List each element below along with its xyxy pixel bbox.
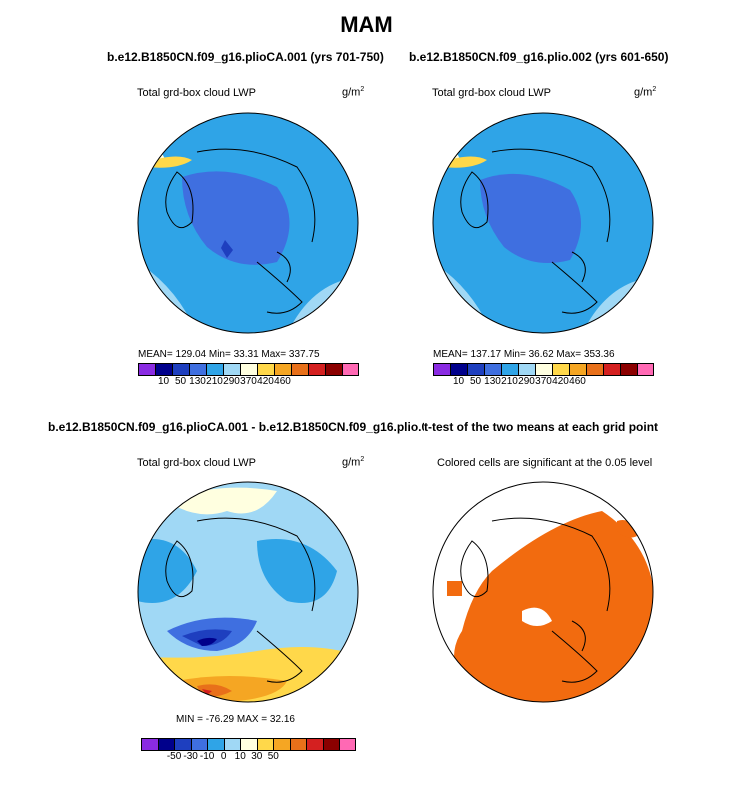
colorbar-tick-label: 370 <box>240 376 257 387</box>
panel-1-stats: MEAN= 129.04 Min= 33.31 Max= 337.75 <box>138 349 320 360</box>
colorbar-swatch <box>620 363 637 376</box>
colorbar-swatch <box>289 738 307 751</box>
panel-3-units: g/m2 <box>342 456 365 469</box>
colorbar-tick-label: 50 <box>267 751 279 762</box>
colorbar-swatch <box>467 363 484 376</box>
colorbar-swatch <box>172 363 189 376</box>
panel-2-title: b.e12.B1850CN.f09_g16.plio.002 (yrs 601-… <box>409 50 669 64</box>
colorbar-swatch <box>450 363 467 376</box>
colorbar-tick-label: 420 <box>257 376 274 387</box>
colorbar-swatch <box>433 363 450 376</box>
colorbar-swatch <box>552 363 569 376</box>
colorbar-swatch <box>501 363 518 376</box>
colorbar-swatch <box>240 738 257 751</box>
colorbar-tick-label: 50 <box>469 376 482 387</box>
colorbar-tick-label: 290 <box>223 376 240 387</box>
colorbar-tick-label: 420 <box>552 376 569 387</box>
panel-1-title: b.e12.B1850CN.f09_g16.plioCA.001 (yrs 70… <box>107 50 384 64</box>
colorbar-swatch <box>535 363 552 376</box>
colorbar-tick-label: 0 <box>220 751 227 762</box>
colorbar-tick-label: 10 <box>452 376 465 387</box>
colorbar-tick-label: -30 <box>183 751 198 762</box>
colorbar-swatch <box>257 363 274 376</box>
colorbar-swatch <box>174 738 191 751</box>
panel-2-stats: MEAN= 137.17 Min= 36.62 Max= 353.36 <box>433 349 615 360</box>
colorbar-swatch <box>189 363 206 376</box>
colorbar-tick-label: -50 <box>166 751 182 762</box>
panel-3-polar-map <box>137 481 359 703</box>
colorbar-swatch <box>138 363 155 376</box>
colorbar-tick-label: 210 <box>206 376 223 387</box>
colorbar-tick-label: 10 <box>157 376 170 387</box>
panel-2-subtitle: Total grd-box cloud LWP <box>432 87 552 99</box>
colorbar-tick-label: 460 <box>274 376 291 387</box>
colorbar-swatch <box>325 363 342 376</box>
colorbar-swatch <box>291 363 308 376</box>
colorbar-tick-label: 10 <box>234 751 246 762</box>
panel-4-polar-map <box>432 481 654 703</box>
colorbar-swatch <box>322 738 340 751</box>
panel-2-colorbar: 10 50 130 210 290 370 420 460 <box>433 363 654 388</box>
colorbar-swatch <box>603 363 620 376</box>
panel-1-polar-map <box>137 112 359 334</box>
colorbar-tick-label: 130 <box>484 376 501 387</box>
colorbar-swatch <box>484 363 501 376</box>
colorbar-swatch <box>339 738 356 751</box>
panel-1-subtitle: Total grd-box cloud LWP <box>137 87 257 99</box>
colorbar-tick-label: 130 <box>189 376 206 387</box>
colorbar-swatch <box>342 363 359 376</box>
panel-1-units: g/m2 <box>342 86 365 99</box>
colorbar-swatch <box>273 738 290 751</box>
colorbar-tick-label: 460 <box>569 376 586 387</box>
colorbar-swatch <box>569 363 586 376</box>
panel-4-title: t-test of the two means at each grid poi… <box>424 420 659 434</box>
colorbar-swatch <box>206 363 223 376</box>
panel-2-units: g/m2 <box>634 86 657 99</box>
colorbar-swatch <box>141 738 158 751</box>
colorbar-swatch <box>157 738 175 751</box>
colorbar-swatch <box>637 363 654 376</box>
panel-1-colorbar: 10 50 130 210 290 370 420 460 <box>138 363 359 388</box>
colorbar-swatch <box>223 363 240 376</box>
panel-3-stats: MIN = -76.29 MAX = 32.16 <box>176 714 295 725</box>
colorbar-tick-label: -10 <box>199 751 215 762</box>
panel-2-polar-map <box>432 112 654 334</box>
colorbar-swatch <box>518 363 535 376</box>
panel-3-title: b.e12.B1850CN.f09_g16.plioCA.001 - b.e12… <box>48 420 424 434</box>
colorbar-swatch <box>240 363 257 376</box>
colorbar-tick-label: 210 <box>501 376 518 387</box>
figure-title: MAM <box>340 12 393 37</box>
colorbar-swatch <box>306 738 323 751</box>
colorbar-swatch <box>155 363 172 376</box>
panel-3-subtitle: Total grd-box cloud LWP <box>137 457 257 469</box>
panel-4-subtitle: Colored cells are significant at the 0.0… <box>437 457 653 469</box>
colorbar-swatch <box>256 738 274 751</box>
colorbar-swatch <box>190 738 208 751</box>
colorbar-swatch <box>586 363 603 376</box>
colorbar-swatch <box>274 363 291 376</box>
colorbar-tick-label: 370 <box>535 376 552 387</box>
colorbar-tick-label: 50 <box>174 376 187 387</box>
colorbar-tick-label: 290 <box>518 376 535 387</box>
panel-3-colorbar: -50 -30 -10 0 10 30 50 <box>141 738 356 763</box>
colorbar-swatch <box>308 363 325 376</box>
colorbar-swatch <box>223 738 241 751</box>
colorbar-tick-label: 30 <box>251 751 263 762</box>
colorbar-swatch <box>207 738 224 751</box>
